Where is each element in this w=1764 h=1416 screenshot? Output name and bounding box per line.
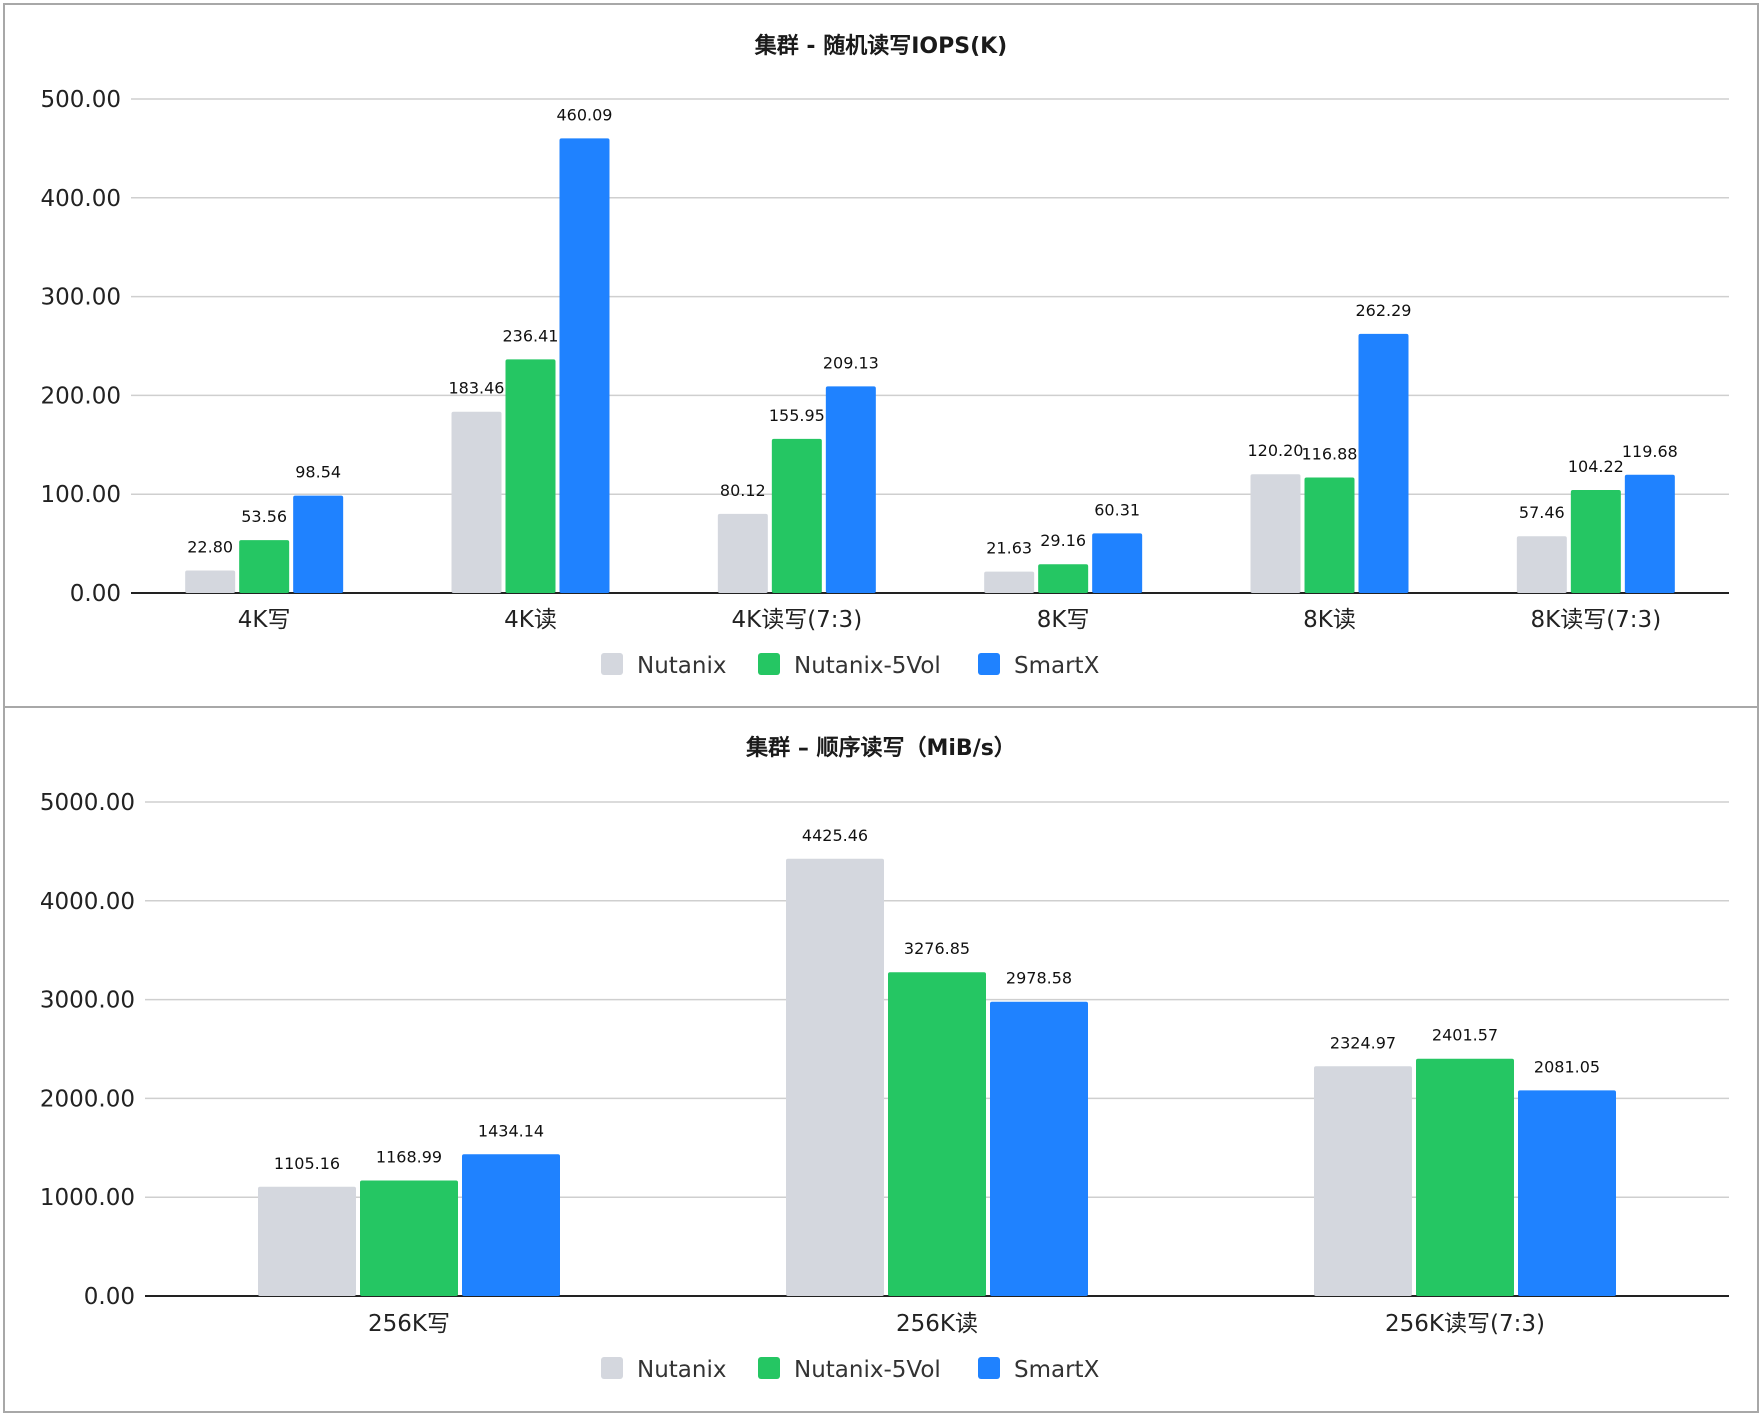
data-label: 29.16 xyxy=(1040,531,1086,550)
x-tick-label: 4K写 xyxy=(238,607,291,633)
x-tick-label: 8K读写(7:3) xyxy=(1530,607,1661,633)
y-tick-label: 100.00 xyxy=(41,482,121,508)
iops-chart-panel: 集群 - 随机读写IOPS(K) 0.00 100.00 200.00 300.00 40… xyxy=(3,3,1759,708)
bar xyxy=(1038,564,1089,593)
x-tick-label: 256K读写(7:3) xyxy=(1385,1311,1545,1337)
data-label: 1434.14 xyxy=(478,1121,544,1140)
data-label: 2324.97 xyxy=(1330,1033,1396,1052)
data-label: 4425.46 xyxy=(802,826,868,845)
data-label: 80.12 xyxy=(720,481,766,500)
bar xyxy=(1516,536,1567,593)
bar xyxy=(786,858,884,1296)
data-label: 104.22 xyxy=(1568,457,1624,476)
bar xyxy=(771,438,822,593)
sequential-chart: 集群 – 顺序读写（MiB/s） 0.00 1000.00 2000.00 3000.0… xyxy=(40,735,1729,1383)
y-tick-label: 5000.00 xyxy=(40,790,135,816)
data-label: 2401.57 xyxy=(1432,1026,1498,1045)
data-label: 2978.58 xyxy=(1006,969,1072,988)
bar xyxy=(360,1180,458,1296)
data-label: 120.20 xyxy=(1248,441,1304,460)
data-label: 183.46 xyxy=(449,379,505,398)
data-label: 460.09 xyxy=(557,105,613,124)
y-tick-label: 500.00 xyxy=(41,87,121,113)
x-tick-label: 8K读 xyxy=(1303,607,1356,633)
legend-swatch xyxy=(601,1357,623,1379)
bar xyxy=(825,386,876,593)
bar xyxy=(1250,474,1301,593)
bar xyxy=(185,570,236,593)
legend-label: SmartX xyxy=(1014,1357,1100,1383)
data-label: 1168.99 xyxy=(376,1148,442,1167)
y-tick-label: 2000.00 xyxy=(40,1086,135,1112)
legend-swatch xyxy=(601,653,623,675)
y-tick-label: 0.00 xyxy=(84,1284,135,1310)
bar xyxy=(717,513,768,593)
data-label: 119.68 xyxy=(1622,442,1678,461)
bar xyxy=(1358,333,1409,593)
bar xyxy=(258,1186,356,1296)
data-label: 1105.16 xyxy=(274,1154,340,1173)
y-tick-label: 300.00 xyxy=(41,285,121,311)
legend-label: Nutanix xyxy=(637,1357,726,1383)
x-tick-label: 256K读 xyxy=(896,1311,978,1337)
data-label: 262.29 xyxy=(1356,301,1412,320)
data-label: 60.31 xyxy=(1094,500,1140,519)
data-label: 2081.05 xyxy=(1534,1057,1600,1076)
chart-title: 集群 – 顺序读写（MiB/s） xyxy=(745,735,1016,761)
iops-chart: 集群 - 随机读写IOPS(K) 0.00 100.00 200.00 300.00 40… xyxy=(41,33,1729,679)
data-label: 3276.85 xyxy=(904,939,970,958)
x-tick-label: 8K写 xyxy=(1037,607,1090,633)
legend-label: Nutanix-5Vol xyxy=(794,1357,941,1383)
legend-label: Nutanix xyxy=(637,653,726,679)
bar xyxy=(1518,1090,1616,1296)
chart-title: 集群 - 随机读写IOPS(K) xyxy=(754,33,1007,59)
y-tick-label: 3000.00 xyxy=(40,988,135,1014)
bar xyxy=(293,495,344,593)
legend-label: SmartX xyxy=(1014,653,1100,679)
bar xyxy=(1314,1066,1412,1296)
data-label: 21.63 xyxy=(986,539,1032,558)
data-label: 236.41 xyxy=(503,326,559,345)
data-label: 57.46 xyxy=(1519,503,1565,522)
y-tick-label: 1000.00 xyxy=(40,1185,135,1211)
x-tick-label: 256K写 xyxy=(368,1311,450,1337)
data-label: 98.54 xyxy=(295,463,341,482)
data-label: 53.56 xyxy=(241,507,287,526)
legend-swatch xyxy=(758,653,780,675)
bar xyxy=(1092,533,1143,593)
bar xyxy=(1624,474,1675,593)
bar xyxy=(559,138,610,593)
bar xyxy=(1570,490,1621,593)
data-label: 209.13 xyxy=(823,353,879,372)
bar xyxy=(990,1001,1088,1296)
sequential-chart-panel: 集群 – 顺序读写（MiB/s） 0.00 1000.00 2000.00 3000.0… xyxy=(3,706,1759,1413)
y-tick-label: 4000.00 xyxy=(40,889,135,915)
bar xyxy=(462,1154,560,1296)
bar xyxy=(984,571,1035,593)
y-tick-label: 400.00 xyxy=(41,186,121,212)
legend-swatch xyxy=(978,653,1000,675)
legend-swatch xyxy=(758,1357,780,1379)
legend-label: Nutanix-5Vol xyxy=(794,653,941,679)
bar xyxy=(451,411,502,593)
legend-swatch xyxy=(978,1357,1000,1379)
data-label: 116.88 xyxy=(1302,445,1358,464)
bar xyxy=(1416,1058,1514,1296)
data-label: 155.95 xyxy=(769,406,825,425)
data-label: 22.80 xyxy=(187,537,233,556)
bar xyxy=(1304,477,1355,593)
bar xyxy=(888,972,986,1296)
x-tick-label: 4K读写(7:3) xyxy=(731,607,862,633)
y-tick-label: 200.00 xyxy=(41,383,121,409)
y-tick-label: 0.00 xyxy=(70,581,121,607)
bar xyxy=(505,359,556,593)
bar xyxy=(239,540,290,593)
x-tick-label: 4K读 xyxy=(504,607,557,633)
